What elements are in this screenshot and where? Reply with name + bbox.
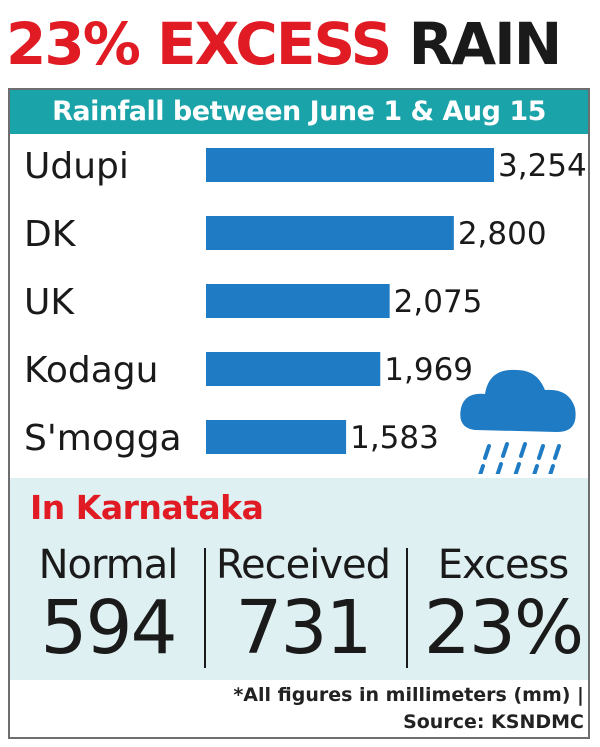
divider-1 [204,548,206,668]
value-label-s-mogga: 1,583 [350,420,439,456]
footnote-units: *All figures in millimeters (mm) | [233,684,584,706]
category-label-kodagu: Kodagu [24,350,158,391]
headline: 23% EXCESS RAIN [6,8,596,80]
bar-chart: Udupi 3,254 DK 2,800 UK 2,075 Kodagu 1,969 S'mog… [24,146,587,474]
excess-value: 23% [423,585,584,671]
received-label: Received [216,542,391,588]
excess-label: Excess [437,542,570,588]
rain-cloud-icon [460,369,576,474]
headline-excess: 23% EXCESS [6,10,392,78]
chart-subtitle: Rainfall between June 1 & Aug 15 [10,90,588,134]
karnataka-panel [10,478,588,680]
category-label-uk: UK [24,282,75,323]
footnote: *All figures in millimeters (mm) | Sourc… [233,682,584,736]
bars-layer: Udupi 3,254 DK 2,800 UK 2,075 Kodagu 1,969 S'mog… [24,146,587,459]
category-label-s-mogga: S'mogga [24,418,182,459]
bar-dk [206,216,454,250]
category-label-dk: DK [24,214,77,255]
karnataka-title: In Karnataka [30,488,264,527]
chart-frame [8,88,590,739]
bar-udupi [206,148,494,182]
bar-kodagu [206,352,381,386]
value-label-dk: 2,800 [458,216,547,252]
value-label-uk: 2,075 [394,284,483,320]
bar-s-mogga [206,420,347,454]
bar-uk [206,284,390,318]
value-label-udupi: 3,254 [498,148,587,184]
category-label-udupi: Udupi [24,146,129,187]
received-value: 731 [235,585,372,671]
footnote-source: Source: KSNDMC [403,711,584,733]
normal-value: 594 [40,585,177,671]
normal-label: Normal [38,542,179,588]
divider-2 [406,548,408,668]
value-label-kodagu: 1,969 [384,352,473,388]
headline-rain: RAIN [408,10,563,78]
